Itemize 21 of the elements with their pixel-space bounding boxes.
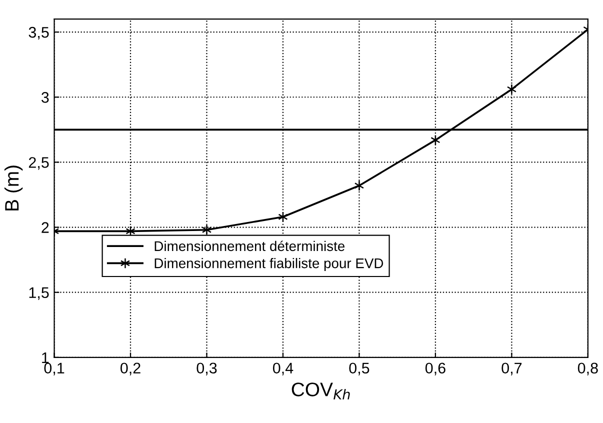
y-axis-title: B (m) xyxy=(4,166,23,210)
y-tick-label: 2 xyxy=(42,222,49,233)
x-tick-label: 0,6 xyxy=(425,362,446,376)
point xyxy=(202,224,212,236)
x-tick-label: 0,5 xyxy=(349,362,370,376)
legend-label: Dimensionnement déterministe xyxy=(154,240,345,252)
x-tick-label: 0,4 xyxy=(272,362,294,376)
point xyxy=(354,180,364,192)
y-tick-label: 1,5 xyxy=(29,287,49,300)
x-tick-label: 0,7 xyxy=(502,362,522,376)
legend-label: Dimensionnement fiabiliste pour EVD xyxy=(154,258,384,271)
x-tick-label: 0,2 xyxy=(120,362,140,376)
x-tick-label: 0,3 xyxy=(196,362,217,376)
x-tick-label: 0,8 xyxy=(578,362,598,376)
point xyxy=(506,84,517,95)
y-tick-label: 1 xyxy=(42,352,49,363)
y-tick-label: 3,5 xyxy=(28,26,49,40)
y-tick-label: 3 xyxy=(41,92,49,103)
x-tick-label: 0,1 xyxy=(44,362,64,376)
x-axis-title: COV$_{Kh}$ xyxy=(292,382,350,400)
y-tick-label: 2,5 xyxy=(28,157,49,170)
